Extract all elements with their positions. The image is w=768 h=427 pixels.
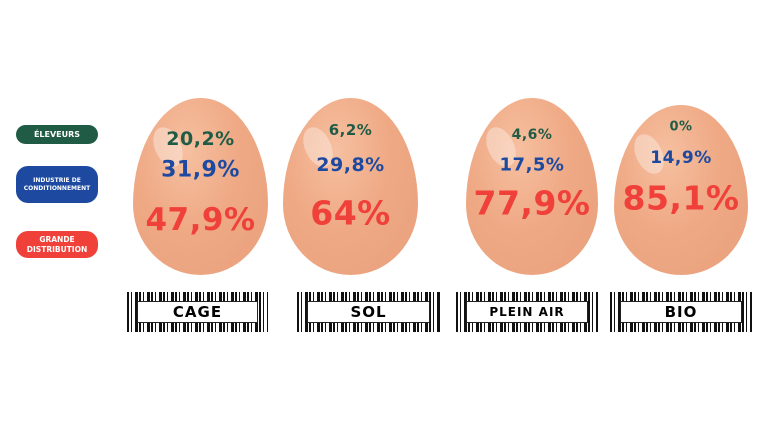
industry-share: 17,5% [499,154,565,176]
barcode: SOL [297,292,440,332]
retail-share: 77,9% [473,183,591,223]
legend-item: ÉLEVEURS [16,125,98,144]
eleveurs-share: 6,2% [328,121,373,139]
retail-share: 47,9% [145,202,256,238]
barcode: CAGE [127,292,268,332]
industry-share: 31,9% [161,157,240,183]
egg-category: SOL [307,301,430,323]
egg-category: CAGE [137,301,258,323]
legend-item: GRANDE DISTRIBUTION [16,231,98,258]
eleveurs-share: 20,2% [166,128,235,150]
egg [614,105,748,275]
egg [133,98,268,275]
barcode: BIO [610,292,752,332]
retail-share: 64% [310,193,391,233]
industry-share: 14,9% [650,148,712,168]
legend-item: INDUSTRIE DE CONDITIONNEMENT [16,166,98,203]
eleveurs-share: 4,6% [511,127,553,143]
egg-category: BIO [620,301,742,323]
egg [283,98,418,275]
barcode: PLEIN AIR [456,292,598,332]
retail-share: 85,1% [622,178,740,218]
eleveurs-share: 0% [669,119,693,135]
industry-share: 29,8% [316,154,385,176]
egg-category: PLEIN AIR [466,301,588,323]
egg [466,98,598,275]
